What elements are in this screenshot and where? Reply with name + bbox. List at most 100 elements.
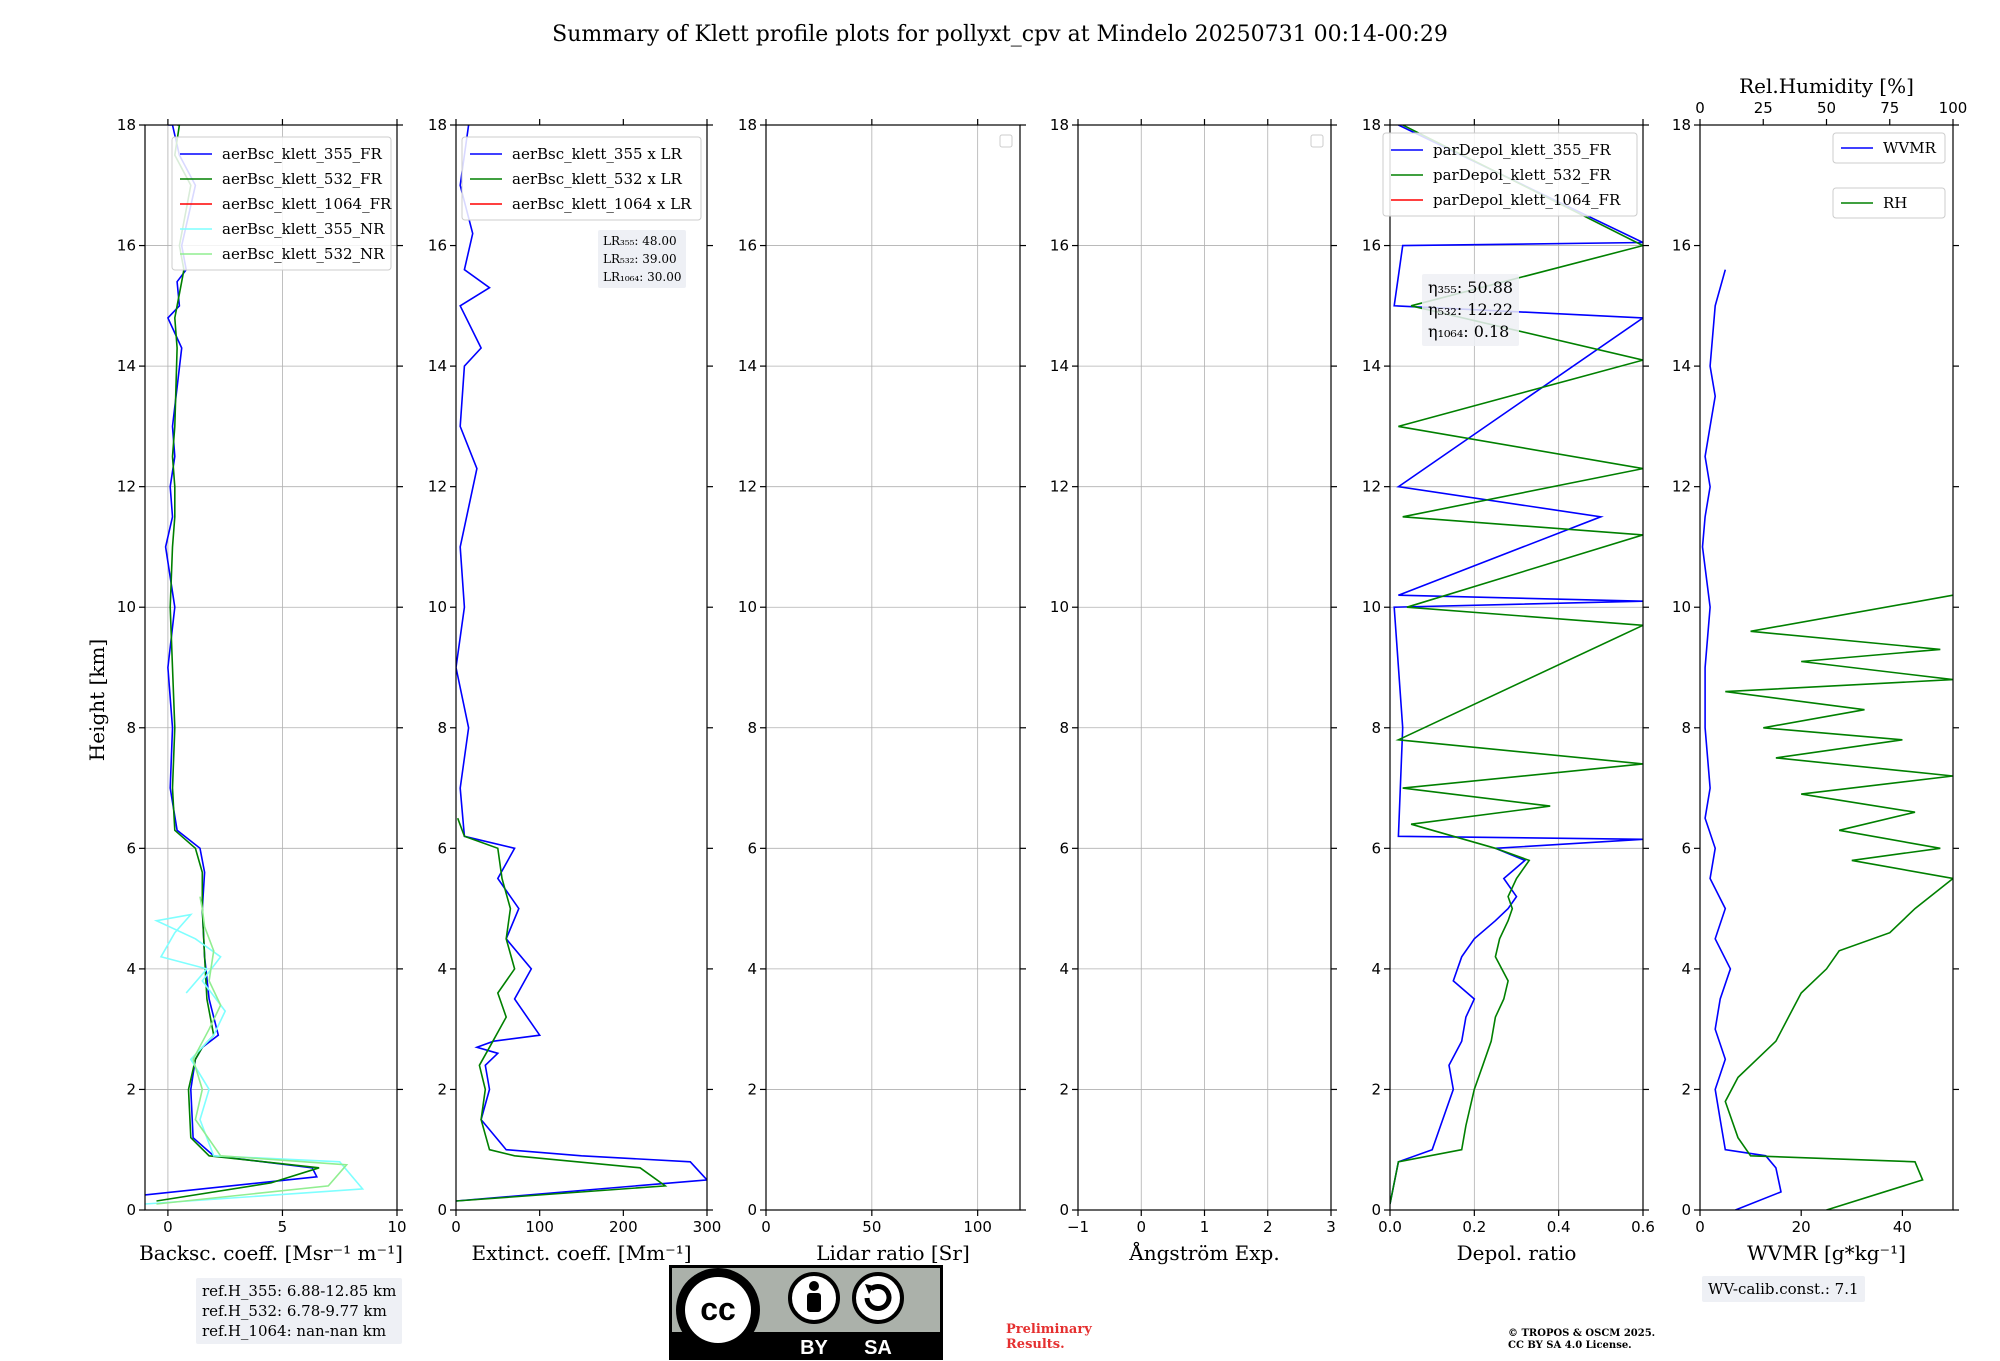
legend-box (1832, 132, 1946, 164)
y-tick-label: 16 (738, 237, 757, 255)
y-tick-label: 8 (1371, 719, 1381, 737)
y-tick-label: 4 (1371, 960, 1381, 978)
y-tick-label: 18 (738, 116, 757, 134)
preliminary-line: Preliminary (1006, 1322, 1092, 1337)
sa-icon (852, 1272, 904, 1324)
series-line-wvmr (1701, 269, 1782, 1210)
y-tick-label: 2 (1059, 1080, 1069, 1098)
x-tick-label: 0.6 (1631, 1218, 1655, 1236)
x-tick-label: 0.0 (1378, 1218, 1402, 1236)
y-tick-label: 2 (1681, 1080, 1691, 1098)
copyright-line: © TROPOS & OSCM 2025. (1508, 1328, 1656, 1339)
x-tick-label: 100 (963, 1218, 992, 1236)
y-tick-label: 10 (1672, 598, 1691, 616)
panel-frame (1699, 124, 1954, 1211)
y-tick-label: 0 (1371, 1201, 1381, 1219)
cc-circle-inner (685, 1277, 751, 1343)
series-group (1701, 269, 1953, 1210)
y-tick-label: 14 (117, 357, 136, 375)
series-group (1390, 125, 1643, 1205)
preliminary-line: Results. (1006, 1337, 1065, 1352)
top-x-tick-label: 75 (1880, 99, 1899, 117)
y-tick-label: 18 (117, 116, 136, 134)
legend-label: aerBsc_klett_532_NR (222, 245, 385, 263)
y-tick-label: 16 (117, 237, 136, 255)
copyright-line: CC BY SA 4.0 License. (1508, 1340, 1632, 1351)
panel-lr: 0 2 4 6 8 10 12 14 16 18 0 50 100 Lidar ratio [Sr] (738, 116, 1026, 1265)
series-group (456, 125, 707, 1202)
y-tick-label: 12 (738, 478, 757, 496)
x-tick-label: 0 (1695, 1218, 1705, 1236)
x-axis-label: Lidar ratio [Sr] (816, 1241, 970, 1265)
top-x-tick-label: 0 (1695, 99, 1705, 117)
y-tick-label: 10 (117, 598, 136, 616)
series-line-aerbsc-klett-532-fr (156, 125, 320, 1202)
y-tick-label: 10 (428, 598, 447, 616)
y-tick-label: 18 (1362, 116, 1381, 134)
x-axis-label: Depol. ratio (1457, 1241, 1577, 1265)
y-tick-label: 8 (126, 719, 136, 737)
y-tick-label: 12 (428, 478, 447, 496)
sa-text: SA (864, 1337, 892, 1359)
y-tick-label: 14 (428, 357, 447, 375)
y-tick-label: 10 (1362, 598, 1381, 616)
y-tick-label: 0 (437, 1201, 447, 1219)
sa-icon-arc (864, 1284, 892, 1311)
legend-box (171, 136, 392, 271)
wv-calib-box: WV-calib.const.: 7.1 (1702, 1276, 1865, 1302)
y-tick-label: 6 (1371, 839, 1381, 857)
x-tick-label: 0.2 (1462, 1218, 1486, 1236)
figure-title: Summary of Klett profile plots for polly… (552, 22, 1448, 47)
legend-box (1382, 132, 1638, 217)
y-tick-label: 12 (1672, 478, 1691, 496)
y-tick-label: 2 (126, 1080, 136, 1098)
lr-line: LR₅₃₂: 39.00 (603, 252, 677, 266)
preliminary-note: Preliminary Results. (1006, 1322, 1092, 1352)
y-tick-label: 10 (738, 598, 757, 616)
top-x-tick-label: 50 (1817, 99, 1836, 117)
x-tick-label: 300 (693, 1218, 722, 1236)
top-x-axis-label: Rel.Humidity [%] (1739, 74, 1914, 98)
y-axis-label: Height [km] (85, 639, 109, 761)
legend-empty-box (999, 134, 1013, 148)
panel-frame (1389, 124, 1644, 1211)
x-axis-label: Extinct. coeff. [Mm⁻¹] (471, 1241, 691, 1265)
legend-label: aerBsc_klett_532_FR (222, 170, 382, 188)
legend-label: aerBsc_klett_1064 x LR (512, 195, 692, 213)
y-tick-label: 18 (428, 116, 447, 134)
y-tick-label: 6 (126, 839, 136, 857)
legend-label: RH (1883, 194, 1907, 212)
x-tick-label: 20 (1792, 1218, 1811, 1236)
legend-label: aerBsc_klett_1064_FR (222, 195, 392, 213)
y-tick-label: 4 (1681, 960, 1691, 978)
y-tick-label: 12 (117, 478, 136, 496)
legend-label: parDepol_klett_1064_FR (1433, 191, 1621, 209)
y-tick-label: 0 (1681, 1201, 1691, 1219)
x-tick-label: 0 (761, 1218, 771, 1236)
x-tick-label: 5 (278, 1218, 288, 1236)
by-text: BY (800, 1337, 828, 1359)
eta-line: η₃₅₅: 50.88 (1428, 278, 1514, 297)
y-tick-label: 18 (1050, 116, 1069, 134)
y-tick-label: 0 (126, 1201, 136, 1219)
y-tick-label: 0 (1059, 1201, 1069, 1219)
x-tick-label: 0.4 (1547, 1218, 1571, 1236)
y-tick-label: 8 (437, 719, 447, 737)
legend-label: WVMR (1883, 139, 1937, 157)
eta-box: η₃₅₅: 50.88 η₅₃₂: 12.22 η₁₀₆₄: 0.18 (1422, 274, 1520, 346)
y-tick-label: 6 (437, 839, 447, 857)
y-tick-label: 12 (1050, 478, 1069, 496)
legend-label: aerBsc_klett_355 x LR (512, 145, 683, 163)
series-line-aerbsc-klett-532-nr (156, 896, 349, 1205)
y-tick-label: 16 (1672, 237, 1691, 255)
panel-frame (765, 124, 1021, 1211)
x-tick-label: −1 (1067, 1218, 1089, 1236)
lr-line: LR₃₅₅: 48.00 (603, 234, 677, 248)
legend-label: aerBsc_klett_532 x LR (512, 170, 683, 188)
eta-line: η₁₀₆₄: 0.18 (1428, 322, 1510, 341)
y-tick-label: 16 (1050, 237, 1069, 255)
x-tick-label: 1 (1200, 1218, 1210, 1236)
